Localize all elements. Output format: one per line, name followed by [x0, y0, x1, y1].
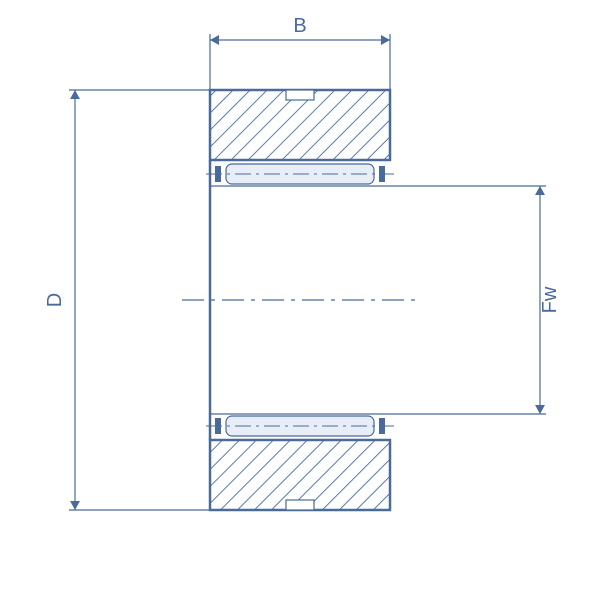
- dim-label-width: B: [293, 15, 306, 37]
- dim-label-outer-dia: D: [44, 293, 66, 307]
- dim-label-raceway-dia: Fw: [539, 286, 561, 313]
